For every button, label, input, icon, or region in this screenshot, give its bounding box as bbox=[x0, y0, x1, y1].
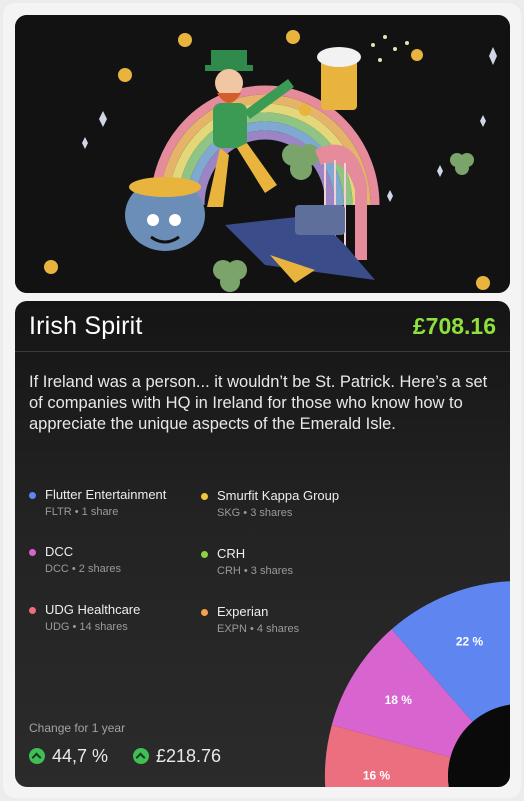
holding-name: Smurfit Kappa Group bbox=[217, 488, 340, 503]
leprechaun-illustration bbox=[15, 15, 510, 293]
change-amount: £218.76 bbox=[133, 746, 243, 768]
legend-dot bbox=[29, 492, 36, 499]
collection-price: £708.16 bbox=[412, 313, 496, 339]
donut-slice bbox=[325, 725, 451, 787]
holding-detail: UDG • 14 shares bbox=[45, 621, 128, 633]
change-period-label: Change for 1 year bbox=[29, 721, 126, 735]
legend-dot bbox=[29, 607, 36, 614]
collection-title: Irish Spirit bbox=[29, 312, 143, 340]
holding-detail: FLTR • 1 share bbox=[45, 506, 119, 518]
holding-name: UDG Healthcare bbox=[45, 602, 141, 617]
holding-name: CRH bbox=[217, 546, 246, 561]
holding-detail: CRH • 3 shares bbox=[217, 565, 293, 577]
donut-hole bbox=[448, 704, 510, 787]
change-percent-value: 44,7 % bbox=[52, 746, 109, 766]
arrow-up-icon bbox=[133, 748, 149, 764]
holding-detail: EXPN • 4 shares bbox=[217, 623, 300, 635]
change-percent: 44,7 % bbox=[29, 746, 119, 768]
change-amount-value: £218.76 bbox=[156, 746, 222, 766]
donut-slice-label: 18 % bbox=[385, 693, 413, 707]
holding-name: Flutter Entertainment bbox=[45, 487, 167, 502]
legend-dot bbox=[201, 609, 208, 616]
card-header: Irish Spirit £708.16 bbox=[15, 301, 510, 352]
legend-dot bbox=[29, 549, 36, 556]
legend-dot bbox=[201, 551, 208, 558]
hero-illustration bbox=[15, 15, 510, 293]
donut-slice bbox=[331, 629, 473, 758]
collection-description: If Ireland was a person... it wouldn’t b… bbox=[29, 373, 488, 433]
legend-dot bbox=[201, 493, 208, 500]
holding-detail: DCC • 2 shares bbox=[45, 563, 121, 575]
holding-name: Experian bbox=[217, 604, 269, 619]
donut-slice-label: 22 % bbox=[456, 635, 484, 649]
allocation-donut-chart: 22 %18 %16 %15 % bbox=[325, 581, 510, 787]
arrow-up-icon bbox=[29, 748, 45, 764]
holding-detail: SKG • 3 shares bbox=[217, 507, 293, 519]
collection-card[interactable]: 22 %18 %16 %15 % Irish Spirit £708.16 If… bbox=[15, 301, 510, 787]
donut-slice-label: 16 % bbox=[363, 769, 391, 783]
donut-slice bbox=[391, 581, 510, 722]
holding-name: DCC bbox=[45, 544, 74, 559]
